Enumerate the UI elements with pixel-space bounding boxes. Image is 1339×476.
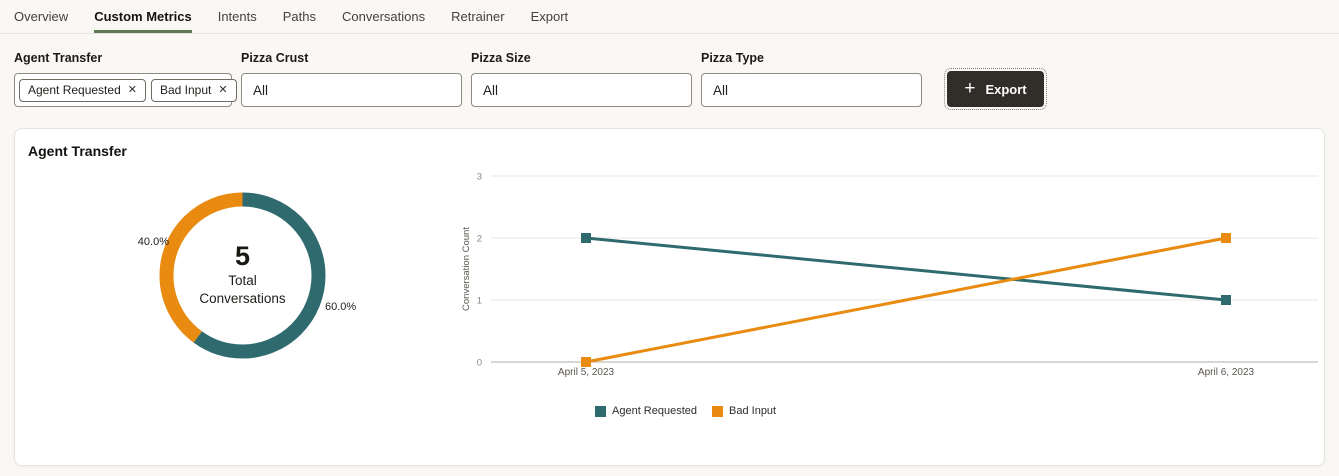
- filter-label-pizza-size: Pizza Size: [471, 51, 531, 65]
- export-button[interactable]: + Export: [944, 68, 1047, 110]
- tab-export[interactable]: Export: [531, 0, 569, 33]
- svg-text:1: 1: [477, 296, 482, 307]
- legend-swatch-bad-input: [712, 405, 724, 417]
- tab-custom-metrics[interactable]: Custom Metrics: [94, 0, 192, 33]
- chart-legend: Agent Requested Bad Input: [595, 405, 776, 417]
- svg-text:April 5, 2023: April 5, 2023: [558, 367, 615, 378]
- svg-text:April 6, 2023: April 6, 2023: [1198, 367, 1255, 378]
- remove-icon[interactable]: ✕: [218, 84, 228, 96]
- svg-text:0: 0: [477, 358, 482, 369]
- legend-label-bad-input: Bad Input: [729, 405, 777, 417]
- filter-label-pizza-type: Pizza Type: [701, 51, 764, 65]
- chip-label: Agent Requested: [28, 82, 121, 97]
- pizza-crust-select[interactable]: All: [241, 73, 462, 107]
- filters-bar: Agent Transfer Agent Requested ✕ Bad Inp…: [14, 51, 1047, 110]
- svg-text:3: 3: [477, 172, 482, 183]
- donut-label-agent-requested-pct: 60.0%: [325, 301, 357, 313]
- tab-paths[interactable]: Paths: [283, 0, 316, 33]
- svg-text:Conversation Count: Conversation Count: [461, 227, 472, 311]
- pizza-size-select[interactable]: All: [471, 73, 692, 107]
- donut-chart[interactable]: [152, 185, 333, 366]
- filter-agent-transfer: Agent Transfer Agent Requested ✕ Bad Inp…: [14, 51, 237, 107]
- legend-label-agent-requested: Agent Requested: [612, 405, 698, 417]
- tab-bar: Overview Custom Metrics Intents Paths Co…: [0, 0, 1339, 34]
- legend-item-bad-input[interactable]: Bad Input: [712, 405, 776, 417]
- pizza-type-select[interactable]: All: [701, 73, 922, 107]
- filter-label-pizza-crust: Pizza Crust: [241, 51, 309, 65]
- remove-icon[interactable]: ✕: [127, 84, 137, 96]
- line-chart[interactable]: 0 1 2 3 Conversation Count April 5, 2023 April…: [442, 166, 1332, 381]
- filter-label-agent-transfer: Agent Transfer: [14, 51, 103, 65]
- agent-transfer-card: Agent Transfer 5 Total Conversations 40.…: [14, 128, 1325, 466]
- tab-retrainer[interactable]: Retrainer: [451, 0, 504, 33]
- legend-swatch-agent-requested: [595, 405, 606, 417]
- agent-transfer-multiselect[interactable]: Agent Requested ✕ Bad Input ✕: [14, 73, 237, 107]
- filter-pizza-size: Pizza Size All: [471, 51, 692, 107]
- pizza-size-value: All: [483, 82, 499, 98]
- chip-label: Bad Input: [159, 82, 212, 97]
- export-button-label: Export: [985, 81, 1027, 97]
- tab-intents[interactable]: Intents: [218, 0, 257, 33]
- filter-chip-agent-requested[interactable]: Agent Requested ✕: [19, 78, 146, 102]
- pizza-crust-value: All: [253, 82, 269, 98]
- card-title: Agent Transfer: [28, 143, 127, 159]
- filter-pizza-crust: Pizza Crust All: [241, 51, 462, 107]
- tab-conversations[interactable]: Conversations: [342, 0, 425, 33]
- svg-text:2: 2: [477, 234, 482, 245]
- pizza-type-value: All: [713, 82, 729, 98]
- tab-overview[interactable]: Overview: [14, 0, 68, 33]
- donut-chart-container: 5 Total Conversations: [152, 185, 333, 366]
- filter-pizza-type: Pizza Type All: [701, 51, 922, 107]
- filter-chip-bad-input[interactable]: Bad Input ✕: [150, 78, 237, 102]
- plus-icon: +: [964, 77, 976, 99]
- legend-item-agent-requested[interactable]: Agent Requested: [595, 405, 697, 417]
- donut-label-bad-input-pct: 40.0%: [137, 236, 169, 248]
